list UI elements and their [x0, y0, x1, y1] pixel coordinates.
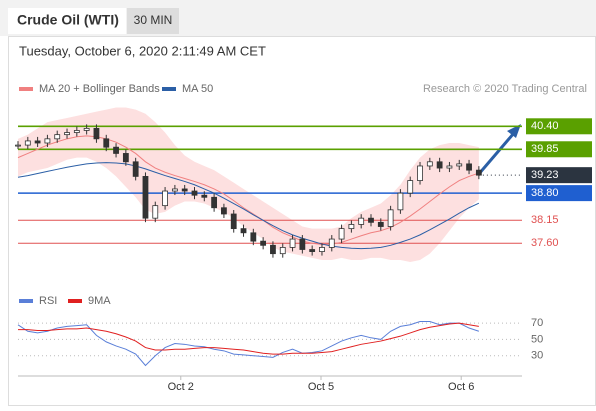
candle — [348, 224, 355, 230]
level-box — [526, 118, 592, 135]
candle — [211, 196, 218, 209]
level-label: 39.23 — [531, 169, 559, 181]
candle — [103, 138, 110, 148]
candle — [142, 176, 149, 219]
legend-swatch — [19, 299, 33, 303]
candle — [328, 238, 335, 248]
candle — [73, 130, 80, 133]
candle — [191, 190, 198, 196]
candle — [250, 232, 257, 242]
candle — [368, 217, 374, 223]
timeframe[interactable]: 30 MIN — [134, 13, 173, 27]
timeframe-tab[interactable] — [127, 8, 179, 34]
candle — [201, 194, 208, 198]
candle — [338, 228, 345, 240]
candle — [132, 161, 139, 177]
candle — [83, 127, 90, 131]
candle — [171, 188, 178, 192]
candle — [289, 238, 296, 248]
candle — [456, 163, 463, 167]
arrow — [476, 132, 516, 176]
candle — [93, 127, 100, 140]
candle — [270, 244, 276, 255]
candle — [279, 247, 286, 255]
level-box — [526, 167, 592, 184]
candle — [426, 161, 433, 167]
level-box — [526, 185, 592, 202]
candle — [299, 238, 306, 250]
candle — [113, 146, 119, 154]
legend-label: MA 50 — [182, 83, 213, 95]
candle — [377, 221, 384, 227]
candle — [162, 190, 168, 207]
candle — [15, 144, 21, 147]
candle — [407, 180, 414, 194]
legend-label: RSI — [39, 295, 57, 307]
candle — [221, 207, 227, 215]
legend-swatch — [19, 87, 33, 91]
rsi-line — [17, 321, 480, 367]
candle — [44, 138, 51, 144]
x-tick-label: Oct 5 — [308, 381, 334, 393]
level-label: 39.85 — [531, 143, 559, 155]
level-label: 38.15 — [531, 214, 559, 226]
candle — [240, 228, 247, 234]
x-tick-label: Oct 6 — [448, 381, 474, 393]
candle — [358, 217, 365, 225]
candle — [446, 165, 453, 169]
candle — [54, 134, 61, 140]
level-label: 38.80 — [531, 187, 559, 199]
legend-label: 9MA — [88, 295, 111, 307]
title-tab — [8, 8, 126, 34]
legend-swatch — [162, 87, 176, 91]
legend-label: MA 20 + Bollinger Bands — [39, 83, 160, 95]
candle — [24, 140, 31, 146]
candle — [230, 213, 237, 230]
candle — [122, 153, 129, 163]
x-tick-label: Oct 2 — [168, 381, 194, 393]
candle — [309, 249, 316, 252]
candle — [466, 163, 472, 171]
candle — [417, 165, 423, 181]
arrow-head — [507, 124, 521, 138]
subtitle: Tuesday, October 6, 2020 2:11:49 AM CET — [19, 43, 266, 58]
candle — [436, 161, 443, 169]
candle — [181, 188, 188, 192]
rsi-line — [18, 322, 479, 355]
ma-line — [17, 162, 480, 250]
candle — [397, 192, 404, 211]
candle — [64, 132, 70, 136]
legend-swatch — [68, 299, 82, 303]
candle — [475, 169, 482, 176]
y-tick-label: 70 — [531, 317, 543, 329]
credit: Research © 2020 Trading Central — [423, 83, 587, 95]
candle — [152, 205, 159, 219]
candle — [260, 240, 267, 246]
chart-title: Crude Oil (WTI) — [17, 12, 119, 28]
y-tick-label: 50 — [531, 333, 543, 345]
level-label: 40.40 — [531, 120, 559, 132]
candle — [387, 209, 394, 227]
y-tick-label: 30 — [531, 350, 543, 362]
level-box — [526, 141, 592, 158]
candle — [319, 247, 325, 252]
level-label: 37.60 — [531, 237, 559, 249]
candle — [34, 140, 41, 144]
